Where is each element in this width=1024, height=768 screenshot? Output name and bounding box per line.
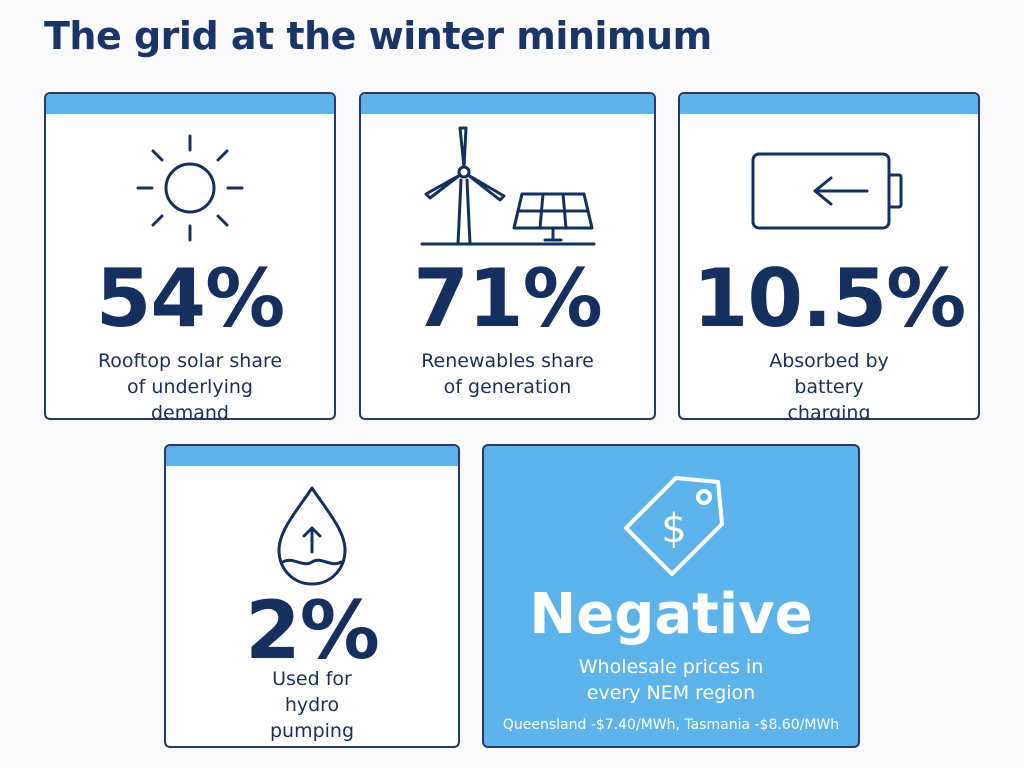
stat-card-battery: 10.5% Absorbed by battery charging (678, 92, 980, 420)
card-accent-bar (361, 94, 654, 114)
price-tag-icon: $ (624, 476, 724, 576)
card-accent-bar (680, 94, 978, 114)
stat-card-hydro: 2% Used for hydro pumping (164, 444, 460, 748)
card-accent-bar (46, 94, 334, 114)
stat-value: 71% (413, 252, 602, 345)
stat-card-wholesale-prices: $ Negative Wholesale prices in every NEM… (482, 444, 860, 748)
svg-text:$: $ (661, 506, 686, 552)
water-drop-icon (277, 486, 347, 586)
stat-value: 2% (245, 584, 380, 677)
stat-card-rooftop-solar: 54% Rooftop solar share of underlying de… (44, 92, 336, 420)
stat-label: Rooftop solar share of underlying demand (97, 350, 283, 420)
page-title: The grid at the winter minimum (44, 14, 712, 58)
sun-icon (136, 134, 244, 242)
battery-charging-icon (751, 152, 903, 230)
stat-label: Absorbed by battery charging (769, 350, 889, 420)
price-note: Queensland -$7.40/MWh, Tasmania -$8.60/M… (502, 717, 840, 733)
stat-value: Negative (529, 582, 813, 647)
stat-value: 10.5% (692, 252, 967, 345)
stat-value: 54% (95, 252, 285, 345)
wind-solar-icon (420, 126, 595, 246)
card-accent-bar (166, 446, 458, 466)
stat-label: Renewables share of generation (421, 350, 594, 398)
stat-card-renewables: 71% Renewables share of generation (359, 92, 656, 420)
stat-label: Used for hydro pumping (269, 668, 355, 742)
stat-label: Wholesale prices in every NEM region (578, 656, 764, 704)
